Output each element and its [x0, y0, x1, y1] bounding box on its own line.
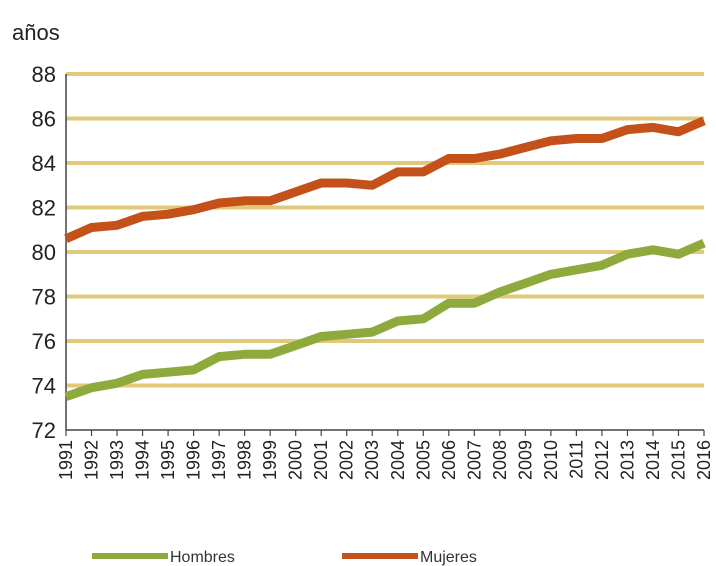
series-line-mujeres [64, 116, 706, 243]
y-tick-label: 78 [32, 285, 56, 310]
x-tick-label: 1999 [260, 440, 280, 480]
legend: Hombres Mujeres [92, 549, 477, 566]
x-tick-label: 1992 [82, 440, 102, 480]
x-tick-label: 2015 [668, 440, 688, 480]
y-tick-label: 88 [32, 62, 56, 87]
x-tick-label: 1997 [209, 440, 229, 480]
x-tick-label: 2010 [541, 440, 561, 480]
x-tick-label: 2013 [617, 440, 637, 480]
x-tick-label: 2007 [464, 440, 484, 480]
x-tick-label: 2003 [362, 440, 382, 480]
y-tick-labels: 72 74 76 78 80 82 84 86 88 [32, 62, 56, 443]
y-tick-label: 76 [32, 329, 56, 354]
y-tick-label: 80 [32, 240, 56, 265]
axes [65, 74, 705, 436]
x-tick-labels: 1991 1992 1993 1994 1995 1996 1997 1998 1999 2000… [56, 440, 714, 480]
legend-label-hombres: Hombres [170, 549, 235, 566]
x-tick-label: 2014 [643, 440, 663, 480]
x-tick-label: 1991 [56, 440, 76, 480]
x-tick-label: 2008 [490, 440, 510, 480]
x-tick-label: 1998 [235, 440, 255, 480]
x-tick-label: 2004 [388, 440, 408, 480]
x-tick-label: 2005 [413, 440, 433, 480]
y-tick-label: 72 [32, 418, 56, 443]
y-tick-label: 86 [32, 107, 56, 132]
legend-label-mujeres: Mujeres [420, 549, 477, 566]
y-tick-label: 84 [32, 151, 56, 176]
gridlines [66, 72, 704, 388]
x-tick-label: 2000 [286, 440, 306, 480]
x-tick-label: 2009 [515, 440, 535, 480]
x-tick-label: 2006 [439, 440, 459, 480]
x-tick-label: 2016 [694, 440, 714, 480]
x-tick-label: 1994 [133, 440, 153, 480]
x-tick-label: 1996 [184, 440, 204, 480]
y-axis-unit-label: años [12, 20, 60, 45]
y-tick-label: 74 [32, 374, 56, 399]
x-tick-label: 2012 [592, 440, 612, 480]
x-tick-label: 1993 [107, 440, 127, 480]
x-tick-label: 1995 [158, 440, 178, 480]
x-tick-label: 2002 [337, 440, 357, 480]
series-line-hombres [64, 238, 706, 401]
y-tick-label: 82 [32, 196, 56, 221]
series-lines [64, 116, 706, 401]
x-tick-label: 2011 [566, 440, 586, 479]
x-tick-label: 2001 [311, 440, 331, 480]
